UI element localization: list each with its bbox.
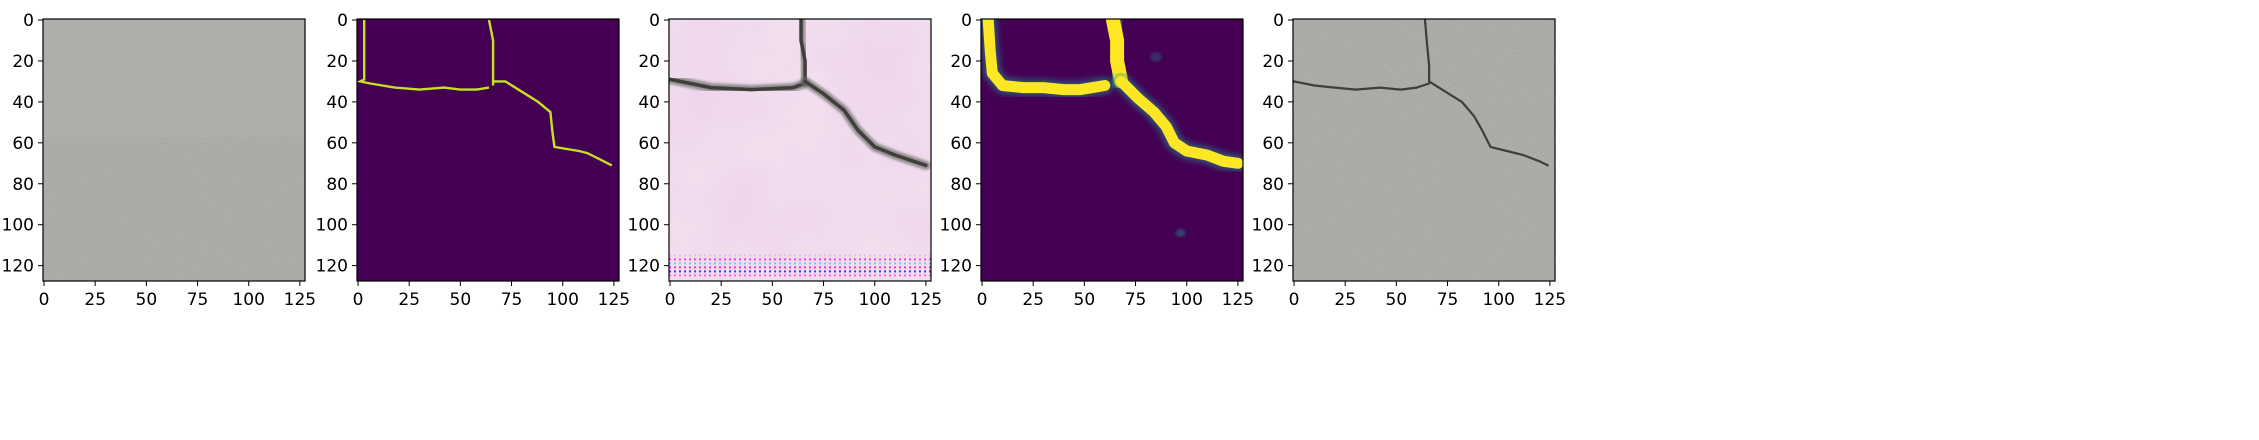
x-tick-label: 100 bbox=[1482, 290, 1514, 310]
blob-artifact bbox=[1176, 229, 1186, 237]
y-tick-label: 60 bbox=[1262, 134, 1284, 154]
shading bbox=[43, 19, 305, 137]
y-tick-label: 100 bbox=[1252, 216, 1284, 236]
x-tick-label: 100 bbox=[232, 290, 264, 310]
crack-line-1 bbox=[1113, 20, 1121, 81]
y-tick-label: 60 bbox=[950, 134, 972, 154]
y-tick-label: 20 bbox=[326, 52, 348, 72]
x-tick-label: 75 bbox=[187, 290, 209, 310]
x-tick-label: 75 bbox=[1125, 290, 1147, 310]
x-tick-label: 25 bbox=[1022, 290, 1044, 310]
y-tick-label: 80 bbox=[638, 175, 660, 195]
panel-overlay: 0 25 50 75 100 125 0 20 40 60 80 100 120 bbox=[1252, 11, 1567, 310]
y-tick-label: 80 bbox=[12, 175, 34, 195]
y-tick-label: 120 bbox=[2, 257, 34, 277]
x-tick-label: 0 bbox=[1289, 290, 1300, 310]
y-tick-label: 80 bbox=[950, 175, 972, 195]
y-tick-label: 60 bbox=[12, 134, 34, 154]
y-tick-label: 0 bbox=[1273, 11, 1284, 31]
panel-input-photo: 0 25 50 75 100 125 0 20 40 60 80 100 120 bbox=[2, 11, 317, 310]
y-tick-label: 40 bbox=[12, 93, 34, 113]
y-tick-label: 20 bbox=[950, 52, 972, 72]
x-tick-label: 75 bbox=[813, 290, 835, 310]
y-tick-label: 20 bbox=[1262, 52, 1284, 72]
image-area bbox=[43, 19, 305, 281]
y-tick-label: 100 bbox=[628, 216, 660, 236]
x-tick-label: 0 bbox=[977, 290, 988, 310]
y-tick-label: 80 bbox=[326, 175, 348, 195]
y-tick-label: 0 bbox=[961, 11, 972, 31]
y-tick-label: 20 bbox=[638, 52, 660, 72]
x-tick-label: 100 bbox=[546, 290, 578, 310]
y-tick-label: 40 bbox=[638, 93, 660, 113]
y-tick-label: 80 bbox=[1262, 175, 1284, 195]
x-tick-label: 75 bbox=[501, 290, 523, 310]
y-tick-label: 120 bbox=[1252, 257, 1284, 277]
x-tick-label: 0 bbox=[665, 290, 676, 310]
x-tick-label: 50 bbox=[1386, 290, 1408, 310]
x-tick-label: 75 bbox=[1437, 290, 1459, 310]
x-tick-label: 50 bbox=[762, 290, 784, 310]
x-tick-label: 100 bbox=[858, 290, 890, 310]
image-area bbox=[357, 19, 619, 281]
x-tick-label: 100 bbox=[1170, 290, 1202, 310]
y-tick-label: 40 bbox=[326, 93, 348, 113]
y-tick-label: 120 bbox=[316, 257, 348, 277]
x-tick-label: 25 bbox=[1334, 290, 1356, 310]
blob-artifact bbox=[1150, 52, 1162, 62]
y-tick-label: 40 bbox=[1262, 93, 1284, 113]
image-area bbox=[669, 19, 931, 281]
x-tick-label: 0 bbox=[353, 290, 364, 310]
x-tick-label: 50 bbox=[136, 290, 158, 310]
x-tick-label: 25 bbox=[84, 290, 106, 310]
x-tick-label: 25 bbox=[710, 290, 732, 310]
x-tick-label: 50 bbox=[450, 290, 472, 310]
image-area bbox=[981, 19, 1243, 281]
x-tick-label: 125 bbox=[598, 290, 630, 310]
x-tick-label: 25 bbox=[398, 290, 420, 310]
x-tick-label: 125 bbox=[1534, 290, 1566, 310]
y-tick-label: 0 bbox=[23, 11, 34, 31]
y-tick-label: 100 bbox=[2, 216, 34, 236]
y-tick-label: 40 bbox=[950, 93, 972, 113]
x-tick-label: 125 bbox=[1222, 290, 1254, 310]
x-tick-label: 125 bbox=[284, 290, 316, 310]
panel-predicted-mask: 0 25 50 75 100 125 0 20 40 60 80 100 120 bbox=[940, 11, 1255, 310]
x-tick-label: 50 bbox=[1074, 290, 1096, 310]
y-tick-label: 20 bbox=[12, 52, 34, 72]
y-tick-label: 0 bbox=[337, 11, 348, 31]
concrete-texture bbox=[1293, 19, 1555, 281]
image-area bbox=[1293, 19, 1555, 281]
y-tick-label: 60 bbox=[638, 134, 660, 154]
y-tick-label: 60 bbox=[326, 134, 348, 154]
y-tick-label: 0 bbox=[649, 11, 660, 31]
panel-ground-truth-mask: 0 25 50 75 100 125 0 20 40 60 80 100 120 bbox=[316, 11, 631, 310]
y-tick-label: 120 bbox=[940, 257, 972, 277]
panel-generated-image: 0 25 50 75 100 125 0 20 40 60 80 100 120 bbox=[628, 11, 943, 310]
x-tick-label: 125 bbox=[910, 290, 942, 310]
y-tick-label: 120 bbox=[628, 257, 660, 277]
x-tick-label: 0 bbox=[39, 290, 50, 310]
y-tick-label: 100 bbox=[316, 216, 348, 236]
y-tick-label: 100 bbox=[940, 216, 972, 236]
